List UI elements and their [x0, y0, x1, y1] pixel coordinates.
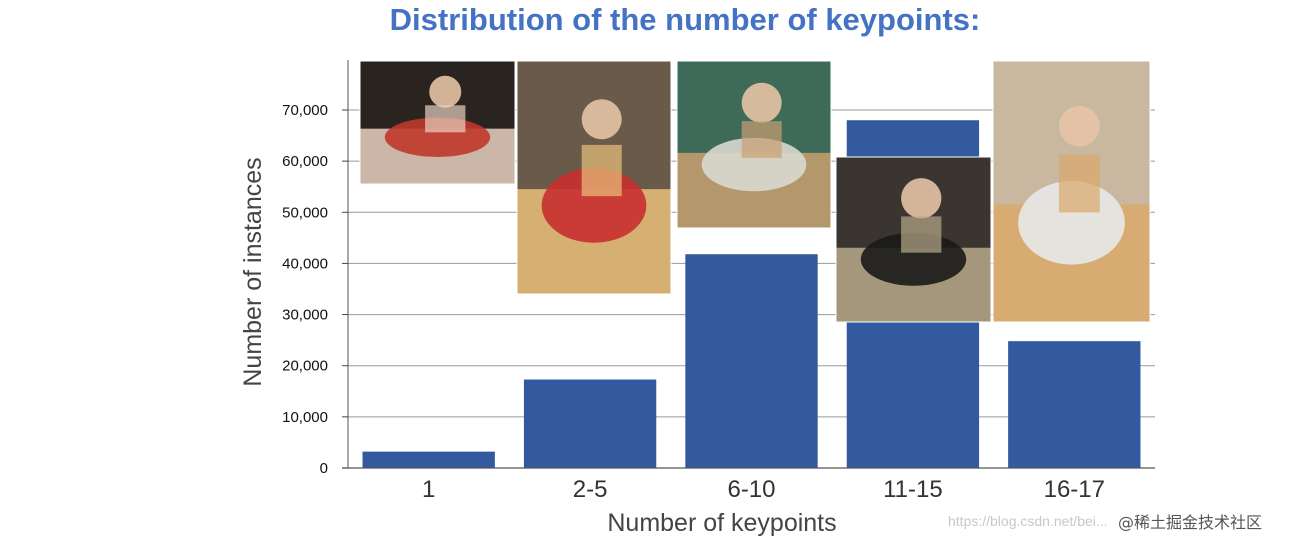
x-category-labels: 1 2-5 6-10 11-15 16-17 — [422, 476, 1105, 503]
y-tick-label: 30,000 — [282, 307, 328, 324]
bar-6-10 — [685, 254, 818, 468]
y-tick-label: 50,000 — [282, 204, 328, 221]
person-at-oven-photo — [835, 156, 992, 323]
axes — [342, 60, 1155, 469]
x-axis-title: Number of keypoints — [607, 509, 836, 537]
y-tick-label: 60,000 — [282, 153, 328, 170]
man-cutting-pizza-photo — [676, 60, 832, 229]
x-category-label: 1 — [422, 476, 435, 503]
bar-2-5 — [523, 379, 657, 468]
y-tick-label: 70,000 — [282, 102, 328, 119]
pan-with-hand-photo — [359, 60, 516, 185]
y-tick-labels: 0 10,000 20,000 30,000 40,000 50,000 60,000 70,… — [282, 102, 348, 477]
watermark-site: @稀土掘金技术社区 — [1118, 513, 1262, 532]
chart-title: Distribution of the number of keypoints: — [389, 2, 981, 37]
x-category-label: 11-15 — [883, 476, 943, 503]
x-category-label: 2-5 — [573, 476, 608, 503]
photos — [359, 60, 1151, 323]
bar-16-17 — [1008, 341, 1141, 468]
x-category-label: 16-17 — [1044, 476, 1105, 503]
y-tick-label: 40,000 — [282, 255, 328, 272]
man-in-kitchen-photo — [992, 60, 1151, 323]
bar-1 — [362, 451, 495, 468]
y-tick-label: 20,000 — [282, 358, 328, 375]
y-tick-label: 10,000 — [282, 409, 328, 426]
child-holding-pizza-photo — [516, 60, 672, 295]
x-category-label: 6-10 — [727, 476, 775, 503]
watermark-url: https://blog.csdn.net/bei... — [948, 513, 1108, 529]
y-axis-title: Number of instances — [239, 157, 267, 386]
y-tick-label: 0 — [320, 460, 328, 477]
